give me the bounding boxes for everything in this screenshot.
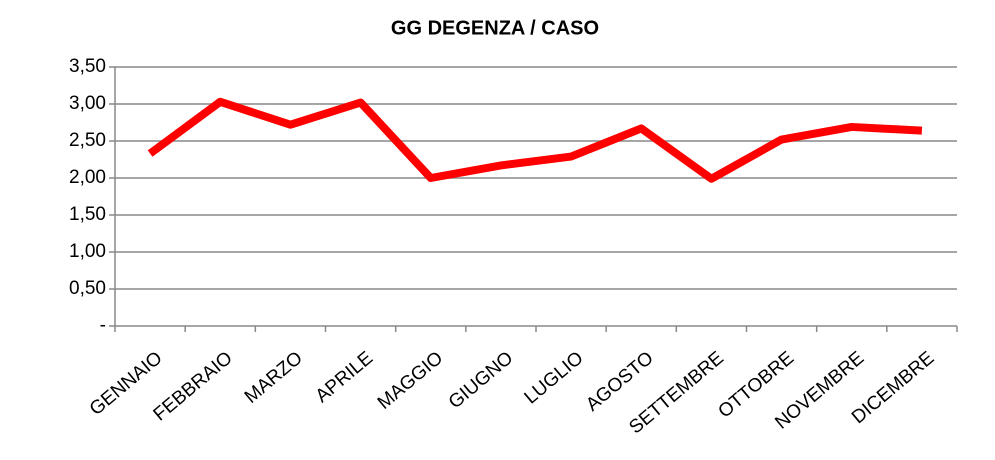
y-tick-label: 3,00 xyxy=(69,93,106,114)
x-tick-label: GIUGNO xyxy=(445,348,518,414)
x-tick-label: APRILE xyxy=(312,348,377,408)
y-tick-label: 1,50 xyxy=(69,204,106,225)
y-tick-label: 1,00 xyxy=(69,241,106,262)
y-tick-label: 0,50 xyxy=(69,278,106,299)
x-tick-label: LUGLIO xyxy=(521,348,588,409)
y-tick-label: 3,50 xyxy=(69,56,106,77)
x-tick-label: MAGGIO xyxy=(374,348,447,414)
data-line xyxy=(147,97,923,183)
y-tick-label: 2,50 xyxy=(69,130,106,151)
chart-title: GG DEGENZA / CASO xyxy=(391,17,599,39)
y-tick-label: - xyxy=(100,315,106,336)
x-tick-label: MARZO xyxy=(241,348,307,408)
y-tick-label: 2,00 xyxy=(69,167,106,188)
